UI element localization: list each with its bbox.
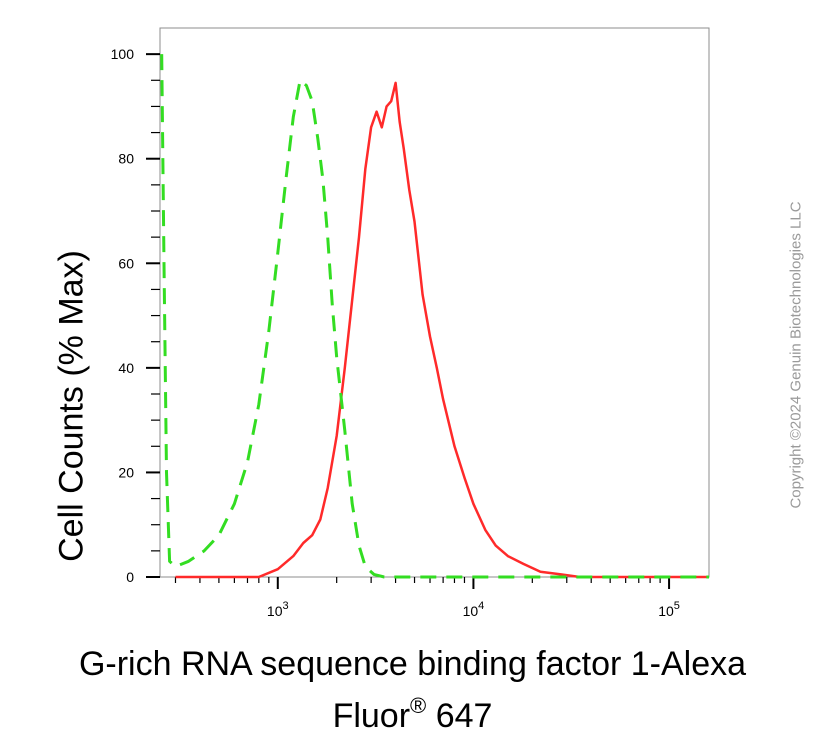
- plot-frame: [159, 27, 710, 578]
- registered-mark: ®: [410, 693, 427, 718]
- x-axis-label-line1: G-rich RNA sequence binding factor 1-Ale…: [78, 645, 747, 683]
- x-axis: 103 104 105: [174, 577, 680, 619]
- x-tick-label: 104: [463, 600, 485, 619]
- y-tick-label: 80: [118, 151, 134, 167]
- x-axis-label-line2: Fluor® 647: [0, 686, 825, 736]
- sample-histogram-line: [175, 81, 709, 579]
- y-tick-label: 100: [111, 46, 135, 62]
- x-tick-label: 103: [267, 600, 289, 619]
- copyright-watermark: Copyright ©2024 Genuin Biotechnologies L…: [787, 201, 805, 509]
- series-layer: [160, 54, 709, 579]
- x-tick-label: 105: [658, 600, 680, 619]
- x-axis-label-fluor: Fluor: [332, 697, 411, 735]
- y-axis-label: Cell Counts (% Max): [52, 250, 91, 562]
- y-tick-label: 0: [126, 569, 134, 585]
- histogram-chart: 0 20 40 60 80 100 103 104 105: [111, 27, 710, 619]
- y-tick-label: 40: [118, 360, 134, 376]
- y-tick-label: 60: [118, 255, 134, 271]
- y-axis: 0 20 40 60 80 100: [111, 46, 160, 585]
- control-histogram-line: [160, 54, 709, 579]
- x-axis-label-647: 647: [426, 697, 493, 735]
- y-tick-label: 20: [118, 464, 134, 480]
